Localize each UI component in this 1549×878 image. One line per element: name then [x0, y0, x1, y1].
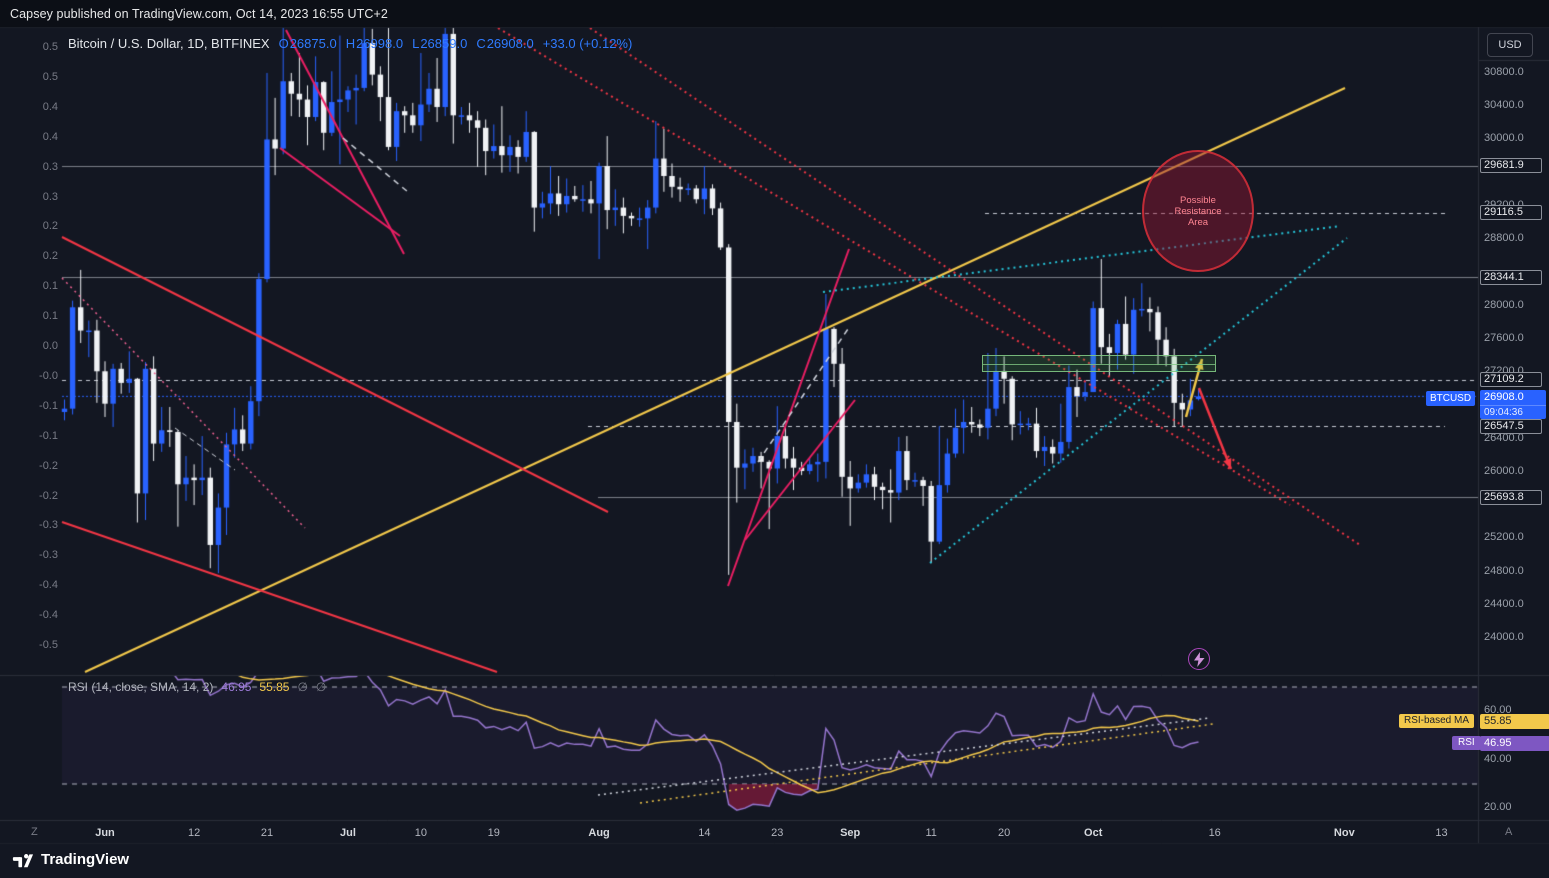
price-level-label: 27109.2: [1480, 372, 1542, 388]
price-tick: 28800.0: [1484, 232, 1524, 245]
price-tick: 25200.0: [1484, 531, 1524, 544]
lightning-icon[interactable]: [1188, 648, 1210, 670]
time-label: 16: [1208, 827, 1221, 839]
price-tick: 26000.0: [1484, 464, 1524, 477]
change-value: +33.0 (+0.12%): [542, 36, 633, 51]
rsi-badge: RSI: [1452, 736, 1481, 750]
price-scale[interactable]: 30800.030400.030000.029200.028800.028000…: [1478, 27, 1549, 820]
low-quote: L26859.0: [412, 36, 468, 51]
percent-tick: -0.2: [39, 459, 58, 472]
bar-countdown: 09:04:36: [1480, 405, 1546, 419]
time-label: Jul: [340, 827, 356, 839]
last-price-label: 26908.0 09:04:36: [1480, 390, 1546, 419]
last-price-value: 26908.0: [1480, 390, 1546, 405]
indicator-hide-icon[interactable]: ∅: [297, 680, 308, 694]
percent-tick: -0.3: [39, 549, 58, 562]
percent-tick: 0.0: [42, 340, 58, 352]
symbol-title[interactable]: Bitcoin / U.S. Dollar, 1D, BITFINEX: [68, 36, 270, 51]
price-level-label: 25693.8: [1480, 489, 1542, 505]
percent-tick: -0.2: [39, 489, 58, 502]
rsi-scale-tick: 60.00: [1484, 704, 1512, 717]
time-label: 13: [1435, 827, 1448, 839]
symbol-legend: Bitcoin / U.S. Dollar, 1D, BITFINEX O268…: [68, 36, 632, 51]
time-label: 20: [997, 827, 1011, 839]
percent-tick: 0.1: [42, 310, 58, 323]
time-label: Oct: [1084, 827, 1103, 839]
time-label: 11: [925, 827, 937, 839]
symbol-price-badge: BTCUSD: [1426, 391, 1475, 406]
percent-tick: 0.5: [42, 41, 58, 53]
time-label: 21: [260, 827, 274, 839]
percent-tick: 0.4: [42, 130, 58, 143]
percent-tick: -0.3: [39, 519, 58, 532]
publish-info: Capsey published on TradingView.com, Oct…: [10, 6, 388, 21]
rsi-value: 46.95: [221, 680, 252, 694]
price-tick: 26400.0: [1484, 431, 1524, 444]
rsi-scale-value: 46.95: [1480, 736, 1549, 751]
tradingview-logo-icon: [12, 854, 34, 868]
price-level-label: 29116.5: [1480, 205, 1542, 221]
percent-tick: 0.2: [42, 250, 58, 263]
time-label: Sep: [840, 827, 861, 839]
left-percent-scale: 0.5 0.5 0.4 0.4 0.3 0.3 0.2 0.2 0.1 0.1 0.0 -0.0 -0.…: [0, 27, 60, 675]
time-label: Jun: [95, 827, 115, 839]
price-tick: 30400.0: [1484, 99, 1524, 112]
price-tick: 24000.0: [1484, 631, 1524, 644]
rsi-ma-value: 55.85: [259, 680, 290, 694]
time-label: Aug: [588, 827, 610, 839]
percent-tick: 0.1: [42, 280, 58, 293]
price-level-label: 26547.5: [1480, 418, 1542, 434]
percent-tick: 0.5: [42, 70, 58, 83]
rsi-scale-tick: 40.00: [1484, 752, 1512, 765]
percent-tick: -0.5: [39, 639, 58, 651]
resistance-zone-box: [982, 355, 1216, 372]
price-tick: 24800.0: [1484, 564, 1524, 577]
time-label: 12: [187, 827, 201, 839]
rsi-indicator-title[interactable]: RSI (14, close, SMA, 14, 2): [68, 680, 214, 694]
price-tick: 30800.0: [1484, 65, 1524, 78]
time-label: 10: [414, 827, 428, 839]
rsi-ma-scale-value: 55.85: [1480, 714, 1549, 729]
percent-tick: 0.3: [42, 190, 58, 203]
high-quote: H26998.0: [345, 36, 404, 51]
zone-mid-line: [983, 364, 1215, 365]
price-tick: 28000.0: [1484, 298, 1524, 311]
percent-tick: -0.4: [39, 579, 58, 592]
price-level-label: 28344.1: [1480, 269, 1542, 285]
footer-brand[interactable]: TradingView: [12, 848, 129, 870]
price-tick: 24400.0: [1484, 597, 1524, 610]
time-label: 23: [771, 827, 784, 839]
rsi-legend: RSI (14, close, SMA, 14, 2) 46.95 55.85 …: [68, 680, 326, 694]
percent-tick: -0.1: [39, 429, 58, 442]
open-quote: O26875.0: [278, 36, 337, 51]
time-label: 19: [487, 827, 500, 839]
rsi-ma-badge: RSI-based MA: [1399, 714, 1475, 728]
price-tick: 27600.0: [1484, 331, 1524, 344]
percent-tick: -0.4: [39, 609, 58, 622]
rsi-scale-tick: 20.00: [1484, 801, 1512, 814]
percent-tick: 0.3: [42, 160, 58, 173]
resistance-ellipse: Possible Resistance Area: [1142, 150, 1254, 272]
percent-tick: -0.0: [39, 369, 58, 382]
footer-brand-text: TradingView: [41, 850, 130, 868]
publish-info-bar: Capsey published on TradingView.com, Oct…: [0, 0, 1549, 27]
time-axis[interactable]: Z A Jun 12 21 Jul 10 19 Aug 14 23 Sep 11 20 Oct 16 Nov…: [0, 821, 1549, 843]
percent-tick: -0.1: [39, 399, 58, 412]
percent-tick: 0.4: [42, 100, 58, 113]
timezone-button[interactable]: Z: [31, 826, 38, 838]
close-quote: C26908.0: [476, 36, 534, 51]
time-label: 14: [698, 827, 711, 839]
price-level-label: 29681.9: [1480, 158, 1542, 174]
currency-button[interactable]: USD: [1487, 33, 1533, 57]
auto-scale-button[interactable]: A: [1505, 826, 1513, 838]
indicator-more-icon[interactable]: ∅: [315, 680, 327, 694]
percent-tick: 0.2: [42, 220, 58, 233]
resistance-ellipse-label: Possible Resistance Area: [1174, 194, 1222, 228]
time-label: Nov: [1333, 827, 1355, 839]
price-tick: 30000.0: [1484, 132, 1524, 145]
